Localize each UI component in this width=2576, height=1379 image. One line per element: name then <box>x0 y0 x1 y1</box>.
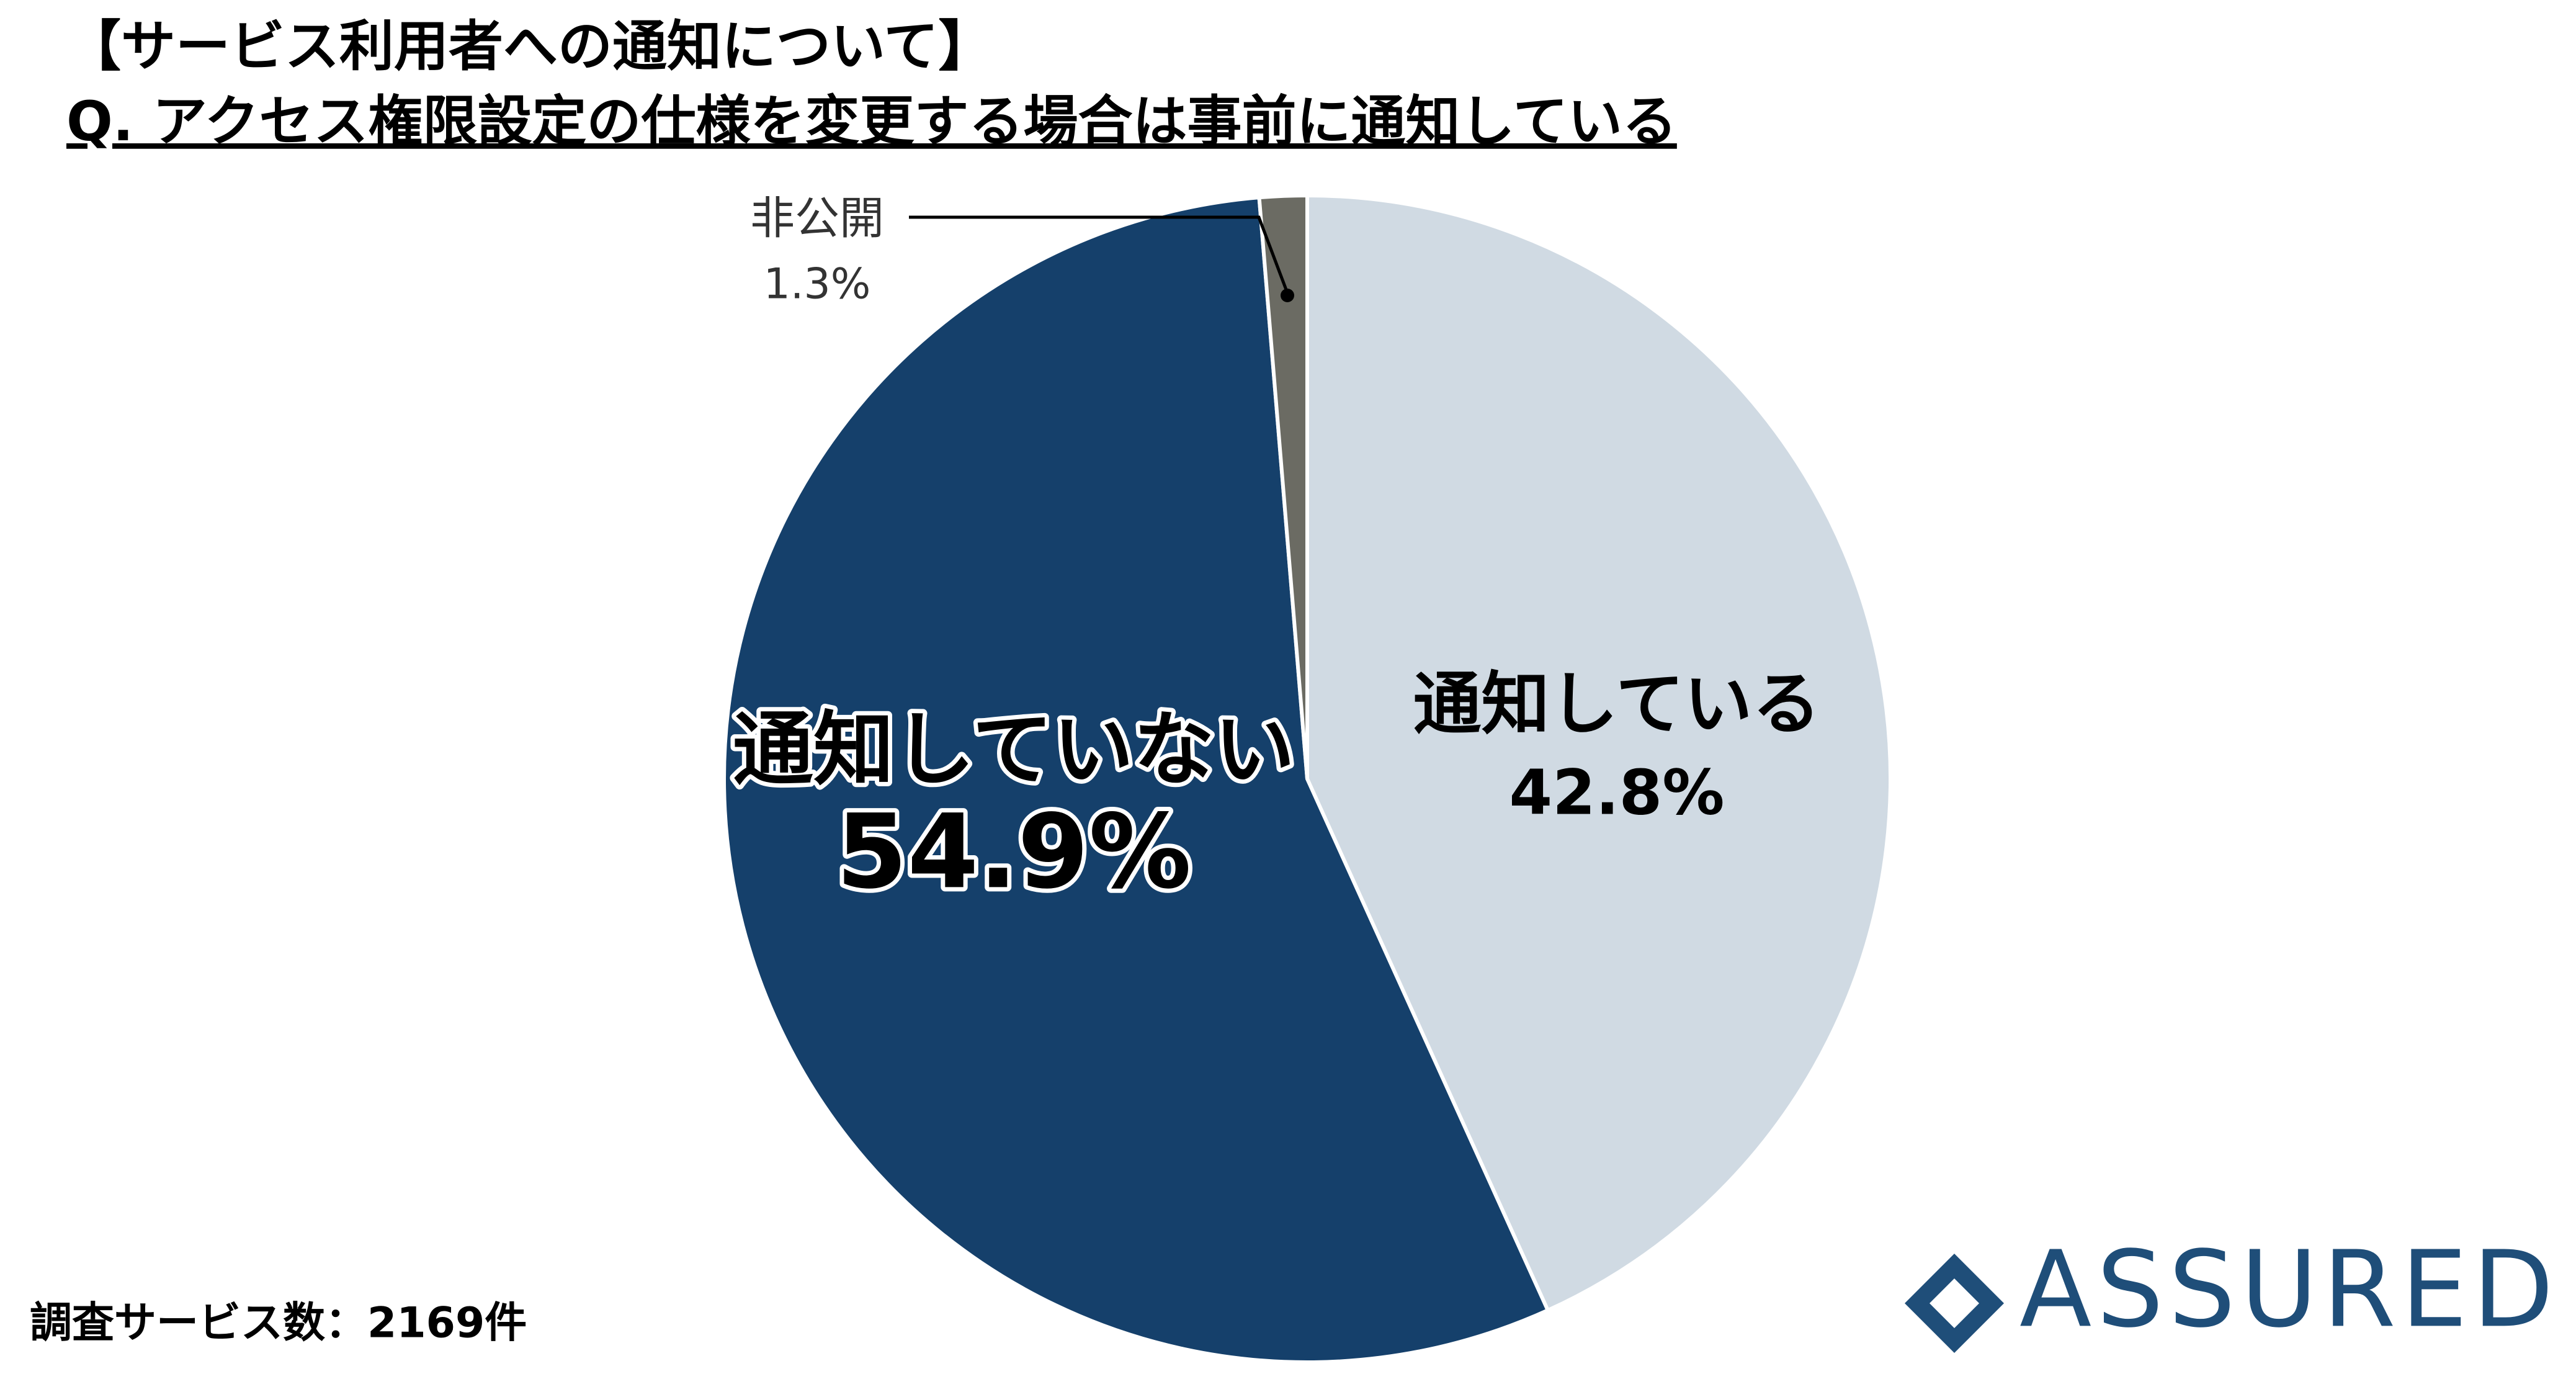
logo-icon <box>1905 1254 2004 1353</box>
value-label: 54.9% <box>836 792 1191 911</box>
pie-slice <box>1257 193 1309 779</box>
chart-title: 【サービス利用者への通知について】 <box>66 14 993 78</box>
value-label: 42.8% <box>1509 756 1725 829</box>
pie-slice <box>1305 193 1892 1313</box>
footnote: 調査サービス数：2169件 <box>30 1299 527 1348</box>
logo-text: ASSURED <box>2019 1228 2559 1351</box>
category-label: 非公開 <box>750 192 884 245</box>
logo: ASSURED <box>1905 1228 2559 1353</box>
leader-dot <box>1281 289 1294 302</box>
value-label: 1.3% <box>764 260 871 309</box>
leader-line <box>909 215 1289 294</box>
pie <box>722 193 1892 1364</box>
chart-subtitle: Q. アクセス権限設定の仕様を変更する場合は事前に通知している <box>66 89 1677 153</box>
pie-slice <box>722 195 1550 1364</box>
category-label: 通知している <box>1413 664 1821 743</box>
category-label: 通知していない <box>733 703 1295 797</box>
